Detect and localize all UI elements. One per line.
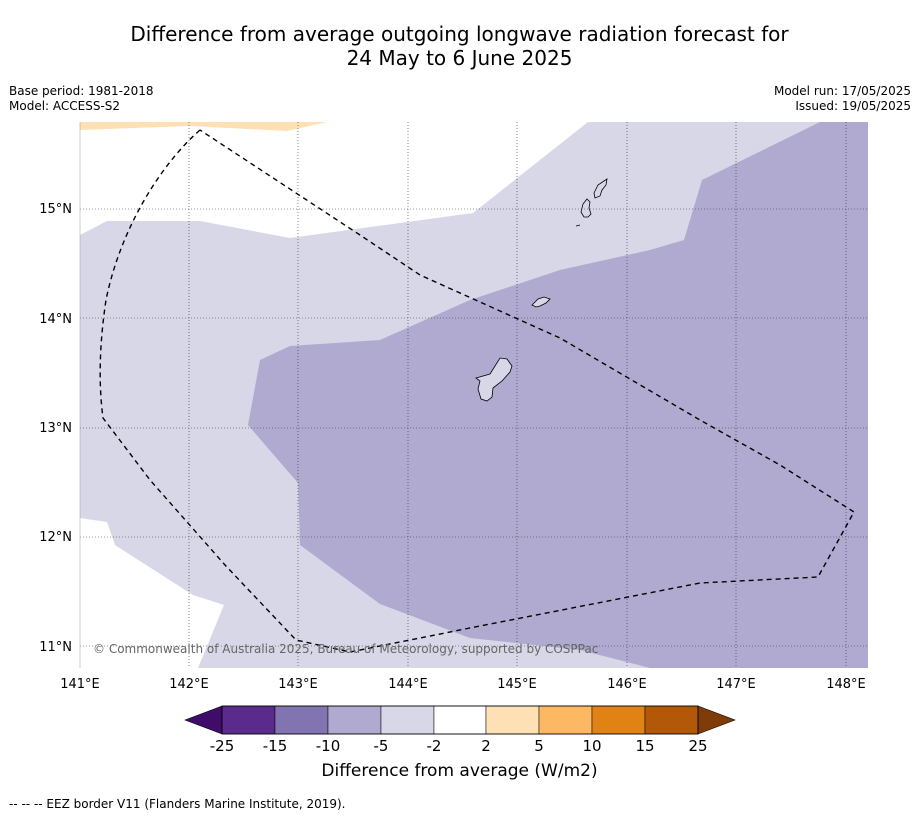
colorbar-bin-9 [644, 705, 699, 735]
colorbar-outline [221, 705, 699, 735]
lat-labels: 15°N 14°N 13°N 12°N 11°N [39, 202, 72, 655]
lon-label-141e: 141°E [60, 677, 100, 692]
colorbar-title: Difference from average (W/m2) [321, 761, 598, 781]
cb-label: 5 [534, 737, 544, 755]
lat-label-14n: 14°N [39, 312, 72, 327]
lat-label-12n: 12°N [39, 530, 72, 545]
island-guam [475, 357, 513, 402]
colorbar-bin-4 [380, 705, 435, 735]
title-line-2: 24 May to 6 June 2025 [346, 46, 573, 70]
cb-label: 2 [481, 737, 491, 755]
eez-border [99, 129, 855, 653]
cb-label: 10 [582, 737, 601, 755]
lon-label-147e: 147°E [716, 677, 756, 692]
lon-label-143e: 143°E [278, 677, 318, 692]
lon-labels: 141°E 142°E 143°E 144°E 145°E 146°E 147°… [60, 677, 866, 692]
eez-legend: -- -- -- EEZ border V11 (Flanders Marine… [9, 797, 346, 811]
lon-label-142e: 142°E [169, 677, 209, 692]
island-saipan [593, 178, 608, 199]
colorbar-bin-6 [485, 705, 540, 735]
lat-label-13n: 13°N [39, 421, 72, 436]
colorbar-low-extend [184, 705, 223, 735]
colorbar-bin-3 [327, 705, 382, 735]
colorbar-high-extend [697, 705, 736, 735]
chart-title: Difference from average outgoing longwav… [0, 22, 919, 70]
model-run: Model run: 17/05/2025 [773, 84, 911, 98]
cb-label: -25 [210, 737, 235, 755]
lon-label-145e: 145°E [497, 677, 537, 692]
colorbar-bin-2 [274, 705, 329, 735]
cb-label: 25 [688, 737, 707, 755]
lon-label-148e: 148°E [826, 677, 866, 692]
cb-label: -2 [427, 737, 442, 755]
cb-label: 15 [635, 737, 654, 755]
anomaly-region-medium [248, 122, 868, 668]
meta-right: Model run: 17/05/2025 Issued: 19/05/2025 [774, 84, 911, 114]
colorbar-bin-1 [221, 705, 276, 735]
colorbar-labels: -25 -15 -10 -5 -2 2 5 10 15 25 [210, 737, 708, 755]
lon-label-144e: 144°E [388, 677, 428, 692]
anomaly-region-positive [80, 122, 327, 131]
cb-label: -5 [374, 737, 389, 755]
island-rota [531, 296, 551, 308]
islands [475, 178, 608, 402]
title-line-1: Difference from average outgoing longwav… [130, 22, 789, 46]
island-tinian [580, 198, 592, 218]
gridlines [80, 122, 868, 668]
map-fill-layer [80, 122, 868, 668]
colorbar [184, 705, 736, 735]
colorbar-bin-8 [591, 705, 646, 735]
issued-date: Issued: 19/05/2025 [795, 99, 911, 113]
colorbar-bin-7 [538, 705, 593, 735]
cb-label: -10 [316, 737, 341, 755]
lat-label-15n: 15°N [39, 202, 72, 217]
model-name: Model: ACCESS-S2 [9, 99, 121, 113]
meta-left: Base period: 1981-2018 Model: ACCESS-S2 [9, 84, 154, 114]
copyright-notice: © Commonwealth of Australia 2025, Bureau… [93, 642, 598, 656]
colorbar-bin-5 [433, 705, 487, 735]
island-aguijan [575, 224, 581, 227]
base-period: Base period: 1981-2018 [9, 84, 154, 98]
cb-label: -15 [263, 737, 288, 755]
lon-label-146e: 146°E [607, 677, 647, 692]
lat-label-11n: 11°N [39, 640, 72, 655]
